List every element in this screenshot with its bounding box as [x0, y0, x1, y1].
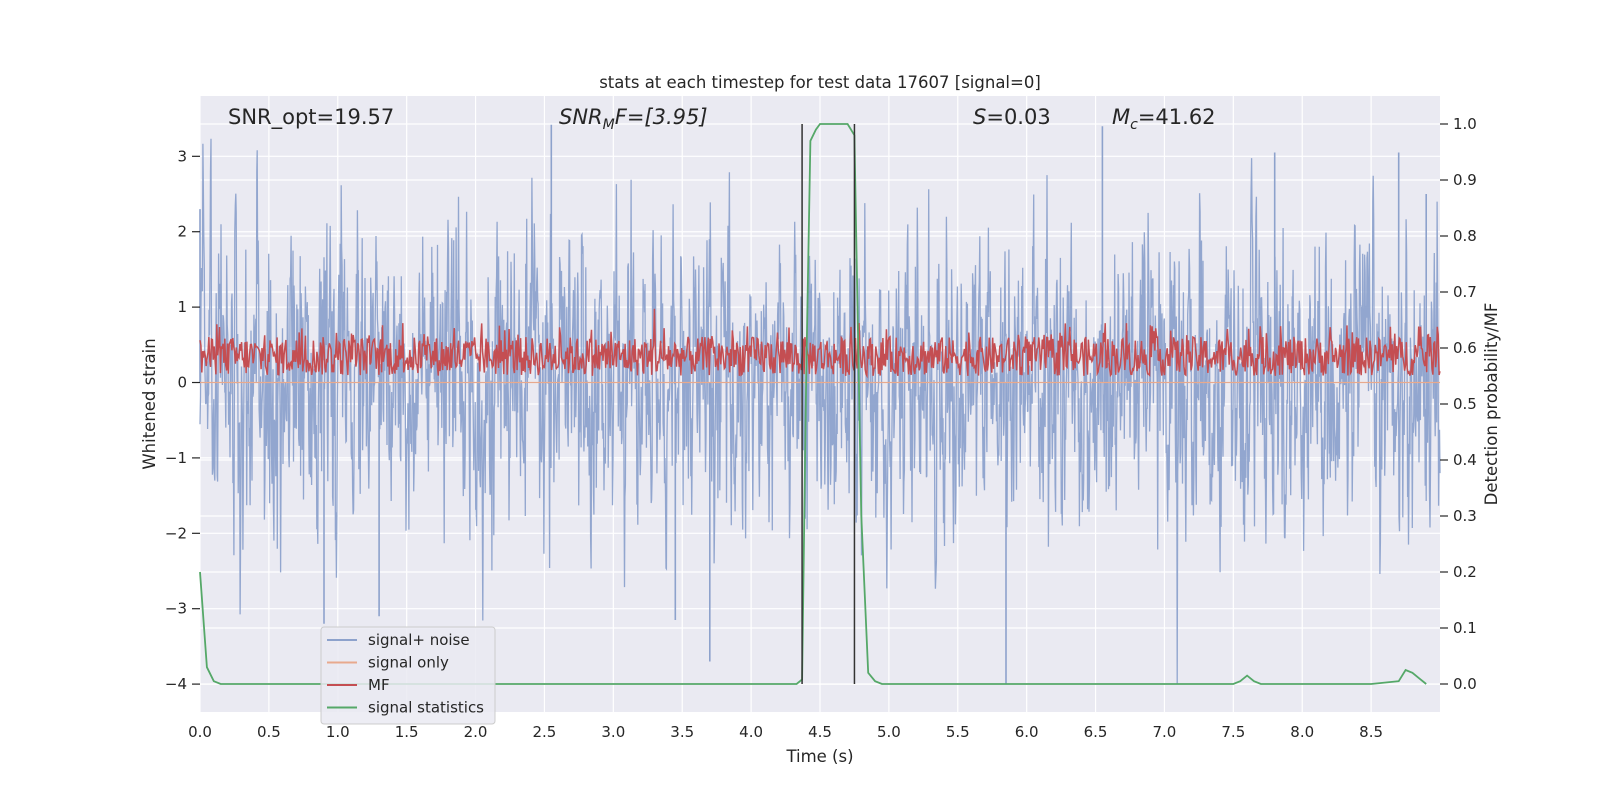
legend-label: signal only [368, 654, 449, 672]
annotation-snr-mf: SNRMF=[3.95] [559, 105, 708, 133]
x-tick-label: 3.5 [670, 723, 694, 741]
x-tick-label: 1.5 [395, 723, 419, 741]
x-tick-label: 5.5 [946, 723, 970, 741]
legend: signal+ noise signal only MF signal statist… [320, 626, 496, 725]
annotation-s-rest: =0.03 [986, 105, 1050, 129]
legend-box [320, 626, 496, 725]
y-tick-label: −2 [165, 524, 187, 542]
y2-tick-label: 0.9 [1453, 171, 1477, 189]
annotation-s-var: S [973, 105, 986, 129]
y2-tick-label: 0.2 [1453, 563, 1477, 581]
y-tick-label: 1 [177, 298, 187, 316]
y-tick-label: 2 [177, 223, 187, 241]
x-tick-label: 1.0 [326, 723, 350, 741]
y2-tick-label: 1.0 [1453, 115, 1477, 133]
annotation-snr-mf-sub: M [603, 117, 615, 133]
y2-tick-label: 0.1 [1453, 619, 1477, 637]
x-axis-label: Time (s) [785, 747, 853, 766]
annotation-snr-mf-rest: F=[3.95] [615, 105, 708, 129]
annotation-s: S=0.03 [973, 105, 1051, 129]
chart-title: stats at each timestep for test data 176… [599, 73, 1041, 92]
series-signal-noise-spikes [199, 124, 1427, 685]
y2-tick-label: 0.5 [1453, 395, 1477, 413]
annotation-mc-var: M [1112, 105, 1130, 129]
series-signal-noise-line [199, 138, 1441, 685]
ticks: 0.0 0.5 1.0 1.5 2.0 2.5 3.0 3.5 4.0 4.5 5.0 5.5 6.0 6… [165, 115, 1477, 741]
legend-label: signal+ noise [368, 631, 470, 649]
x-tick-label: 0.5 [257, 723, 281, 741]
y2-tick-label: 0.6 [1453, 339, 1477, 357]
annotation-snr-mf-base: SNR [559, 105, 603, 129]
annotation-mc-rest: =41.62 [1138, 105, 1216, 129]
y-tick-label: −1 [165, 449, 187, 467]
y-axis-label: Whitened strain [140, 338, 159, 469]
x-tick-label: 6.0 [1015, 723, 1039, 741]
y2-tick-label: 0.7 [1453, 283, 1477, 301]
y-tick-label: 3 [177, 147, 187, 165]
annotation-mc: Mc=41.62 [1112, 105, 1216, 133]
x-tick-label: 8.0 [1290, 723, 1314, 741]
legend-label: signal statistics [368, 699, 484, 717]
x-tick-label: 7.0 [1153, 723, 1177, 741]
x-tick-label: 6.5 [1084, 723, 1108, 741]
x-tick-label: 5.0 [877, 723, 901, 741]
x-tick-label: 0.0 [188, 723, 212, 741]
x-tick-label: 2.0 [464, 723, 488, 741]
legend-label: MF [368, 676, 390, 694]
y-tick-label: −4 [165, 675, 187, 693]
x-tick-label: 4.5 [808, 723, 832, 741]
series-mf-line [199, 308, 1441, 379]
data-layer [199, 123, 1441, 685]
y2-tick-label: 0.4 [1453, 451, 1477, 469]
y2-tick-label: 0.0 [1453, 675, 1477, 693]
x-tick-label: 7.5 [1221, 723, 1245, 741]
annotation-mc-sub: c [1130, 117, 1138, 133]
y2-tick-label: 0.3 [1453, 507, 1477, 525]
x-tick-label: 8.5 [1359, 723, 1383, 741]
y-tick-label: −3 [165, 600, 187, 618]
y-tick-label: 0 [177, 374, 187, 392]
y2-axis-label: Detection probability/MF [1482, 303, 1501, 506]
x-tick-label: 3.0 [601, 723, 625, 741]
annotation-snr-opt: SNR_opt=19.57 [228, 105, 394, 130]
y2-tick-label: 0.8 [1453, 227, 1477, 245]
x-tick-label: 2.5 [533, 723, 557, 741]
x-tick-label: 4.0 [739, 723, 763, 741]
